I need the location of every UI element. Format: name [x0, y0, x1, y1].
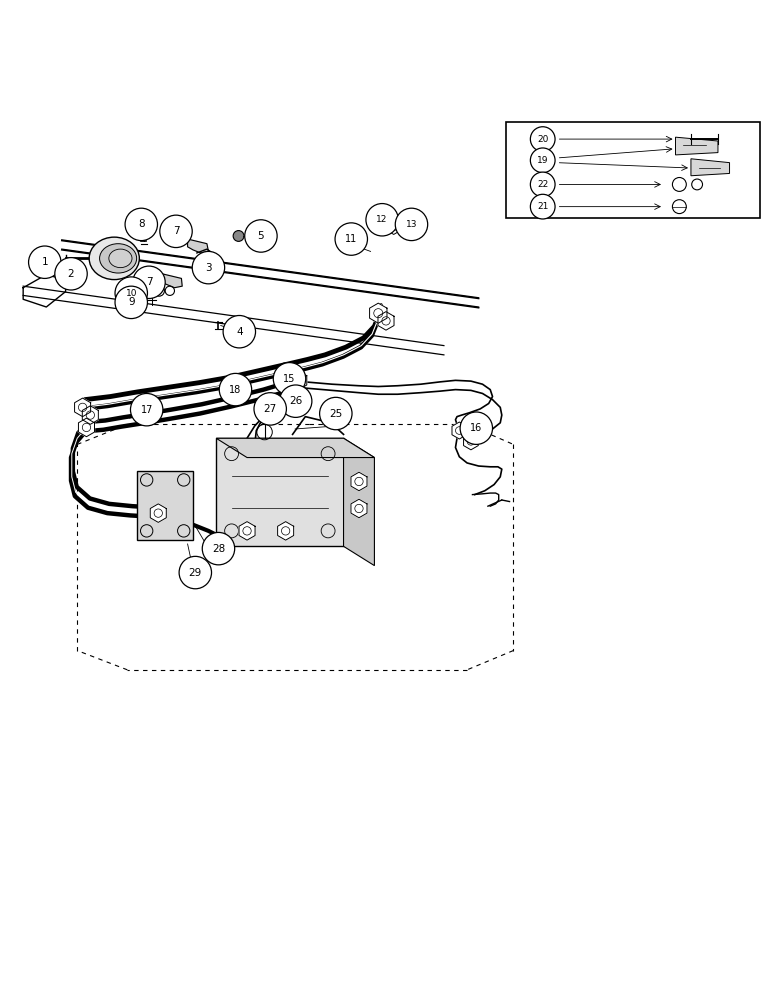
Text: 7: 7: [146, 277, 152, 287]
Ellipse shape: [100, 244, 137, 273]
Circle shape: [366, 204, 398, 236]
Circle shape: [130, 393, 163, 426]
Polygon shape: [188, 239, 208, 253]
Polygon shape: [287, 496, 303, 513]
Polygon shape: [291, 371, 306, 390]
Polygon shape: [370, 303, 387, 323]
Text: 11: 11: [345, 234, 357, 244]
Circle shape: [29, 246, 61, 278]
Polygon shape: [676, 137, 718, 155]
Polygon shape: [79, 418, 94, 437]
Text: 28: 28: [212, 544, 225, 554]
Text: 2: 2: [68, 269, 74, 279]
Circle shape: [530, 127, 555, 151]
Circle shape: [115, 277, 147, 309]
Circle shape: [219, 373, 252, 406]
Text: 25: 25: [329, 409, 343, 419]
Circle shape: [179, 556, 212, 589]
Polygon shape: [151, 504, 166, 522]
Polygon shape: [216, 438, 374, 458]
Polygon shape: [344, 438, 374, 566]
Bar: [506, 122, 760, 218]
Circle shape: [530, 172, 555, 197]
Polygon shape: [278, 522, 293, 540]
Circle shape: [133, 266, 165, 299]
Text: 16: 16: [470, 423, 482, 433]
Polygon shape: [283, 363, 299, 382]
Circle shape: [192, 251, 225, 284]
Polygon shape: [378, 312, 394, 330]
Text: 7: 7: [173, 226, 179, 236]
Circle shape: [223, 315, 256, 348]
Text: 29: 29: [188, 568, 202, 578]
Polygon shape: [83, 406, 98, 424]
Polygon shape: [351, 499, 367, 518]
Polygon shape: [216, 438, 344, 546]
Text: 10: 10: [126, 289, 137, 298]
Polygon shape: [239, 522, 255, 540]
Polygon shape: [463, 433, 479, 450]
Text: 15: 15: [283, 374, 296, 384]
Polygon shape: [452, 422, 467, 439]
Polygon shape: [691, 159, 730, 176]
Circle shape: [245, 220, 277, 252]
Circle shape: [279, 385, 312, 417]
Circle shape: [125, 208, 157, 241]
Text: 12: 12: [377, 215, 388, 224]
Ellipse shape: [109, 249, 132, 268]
Text: 13: 13: [406, 220, 417, 229]
Circle shape: [460, 412, 493, 444]
Text: 26: 26: [289, 396, 303, 406]
Circle shape: [115, 286, 147, 319]
Polygon shape: [388, 221, 400, 234]
Circle shape: [55, 258, 87, 290]
Circle shape: [254, 393, 286, 425]
Text: 20: 20: [537, 135, 548, 144]
Ellipse shape: [89, 237, 139, 280]
Polygon shape: [151, 504, 166, 522]
Polygon shape: [137, 471, 193, 540]
Polygon shape: [351, 472, 367, 491]
Polygon shape: [293, 496, 309, 513]
Circle shape: [202, 532, 235, 565]
Circle shape: [335, 223, 367, 255]
Text: 8: 8: [138, 219, 144, 229]
Text: 3: 3: [205, 263, 212, 273]
Text: 21: 21: [537, 202, 548, 211]
Circle shape: [233, 231, 244, 241]
Circle shape: [273, 363, 306, 395]
Circle shape: [395, 208, 428, 241]
Circle shape: [530, 194, 555, 219]
Text: 17: 17: [141, 405, 153, 415]
Polygon shape: [75, 398, 90, 417]
Text: 22: 22: [537, 180, 548, 189]
Text: 4: 4: [236, 327, 242, 337]
Text: 18: 18: [229, 385, 242, 395]
Circle shape: [320, 397, 352, 430]
Polygon shape: [162, 274, 182, 288]
Text: 9: 9: [128, 297, 134, 307]
Text: 27: 27: [263, 404, 277, 414]
Circle shape: [160, 215, 192, 248]
Text: 1: 1: [42, 257, 48, 267]
Text: 5: 5: [258, 231, 264, 241]
Text: 19: 19: [537, 156, 548, 165]
Circle shape: [530, 148, 555, 173]
